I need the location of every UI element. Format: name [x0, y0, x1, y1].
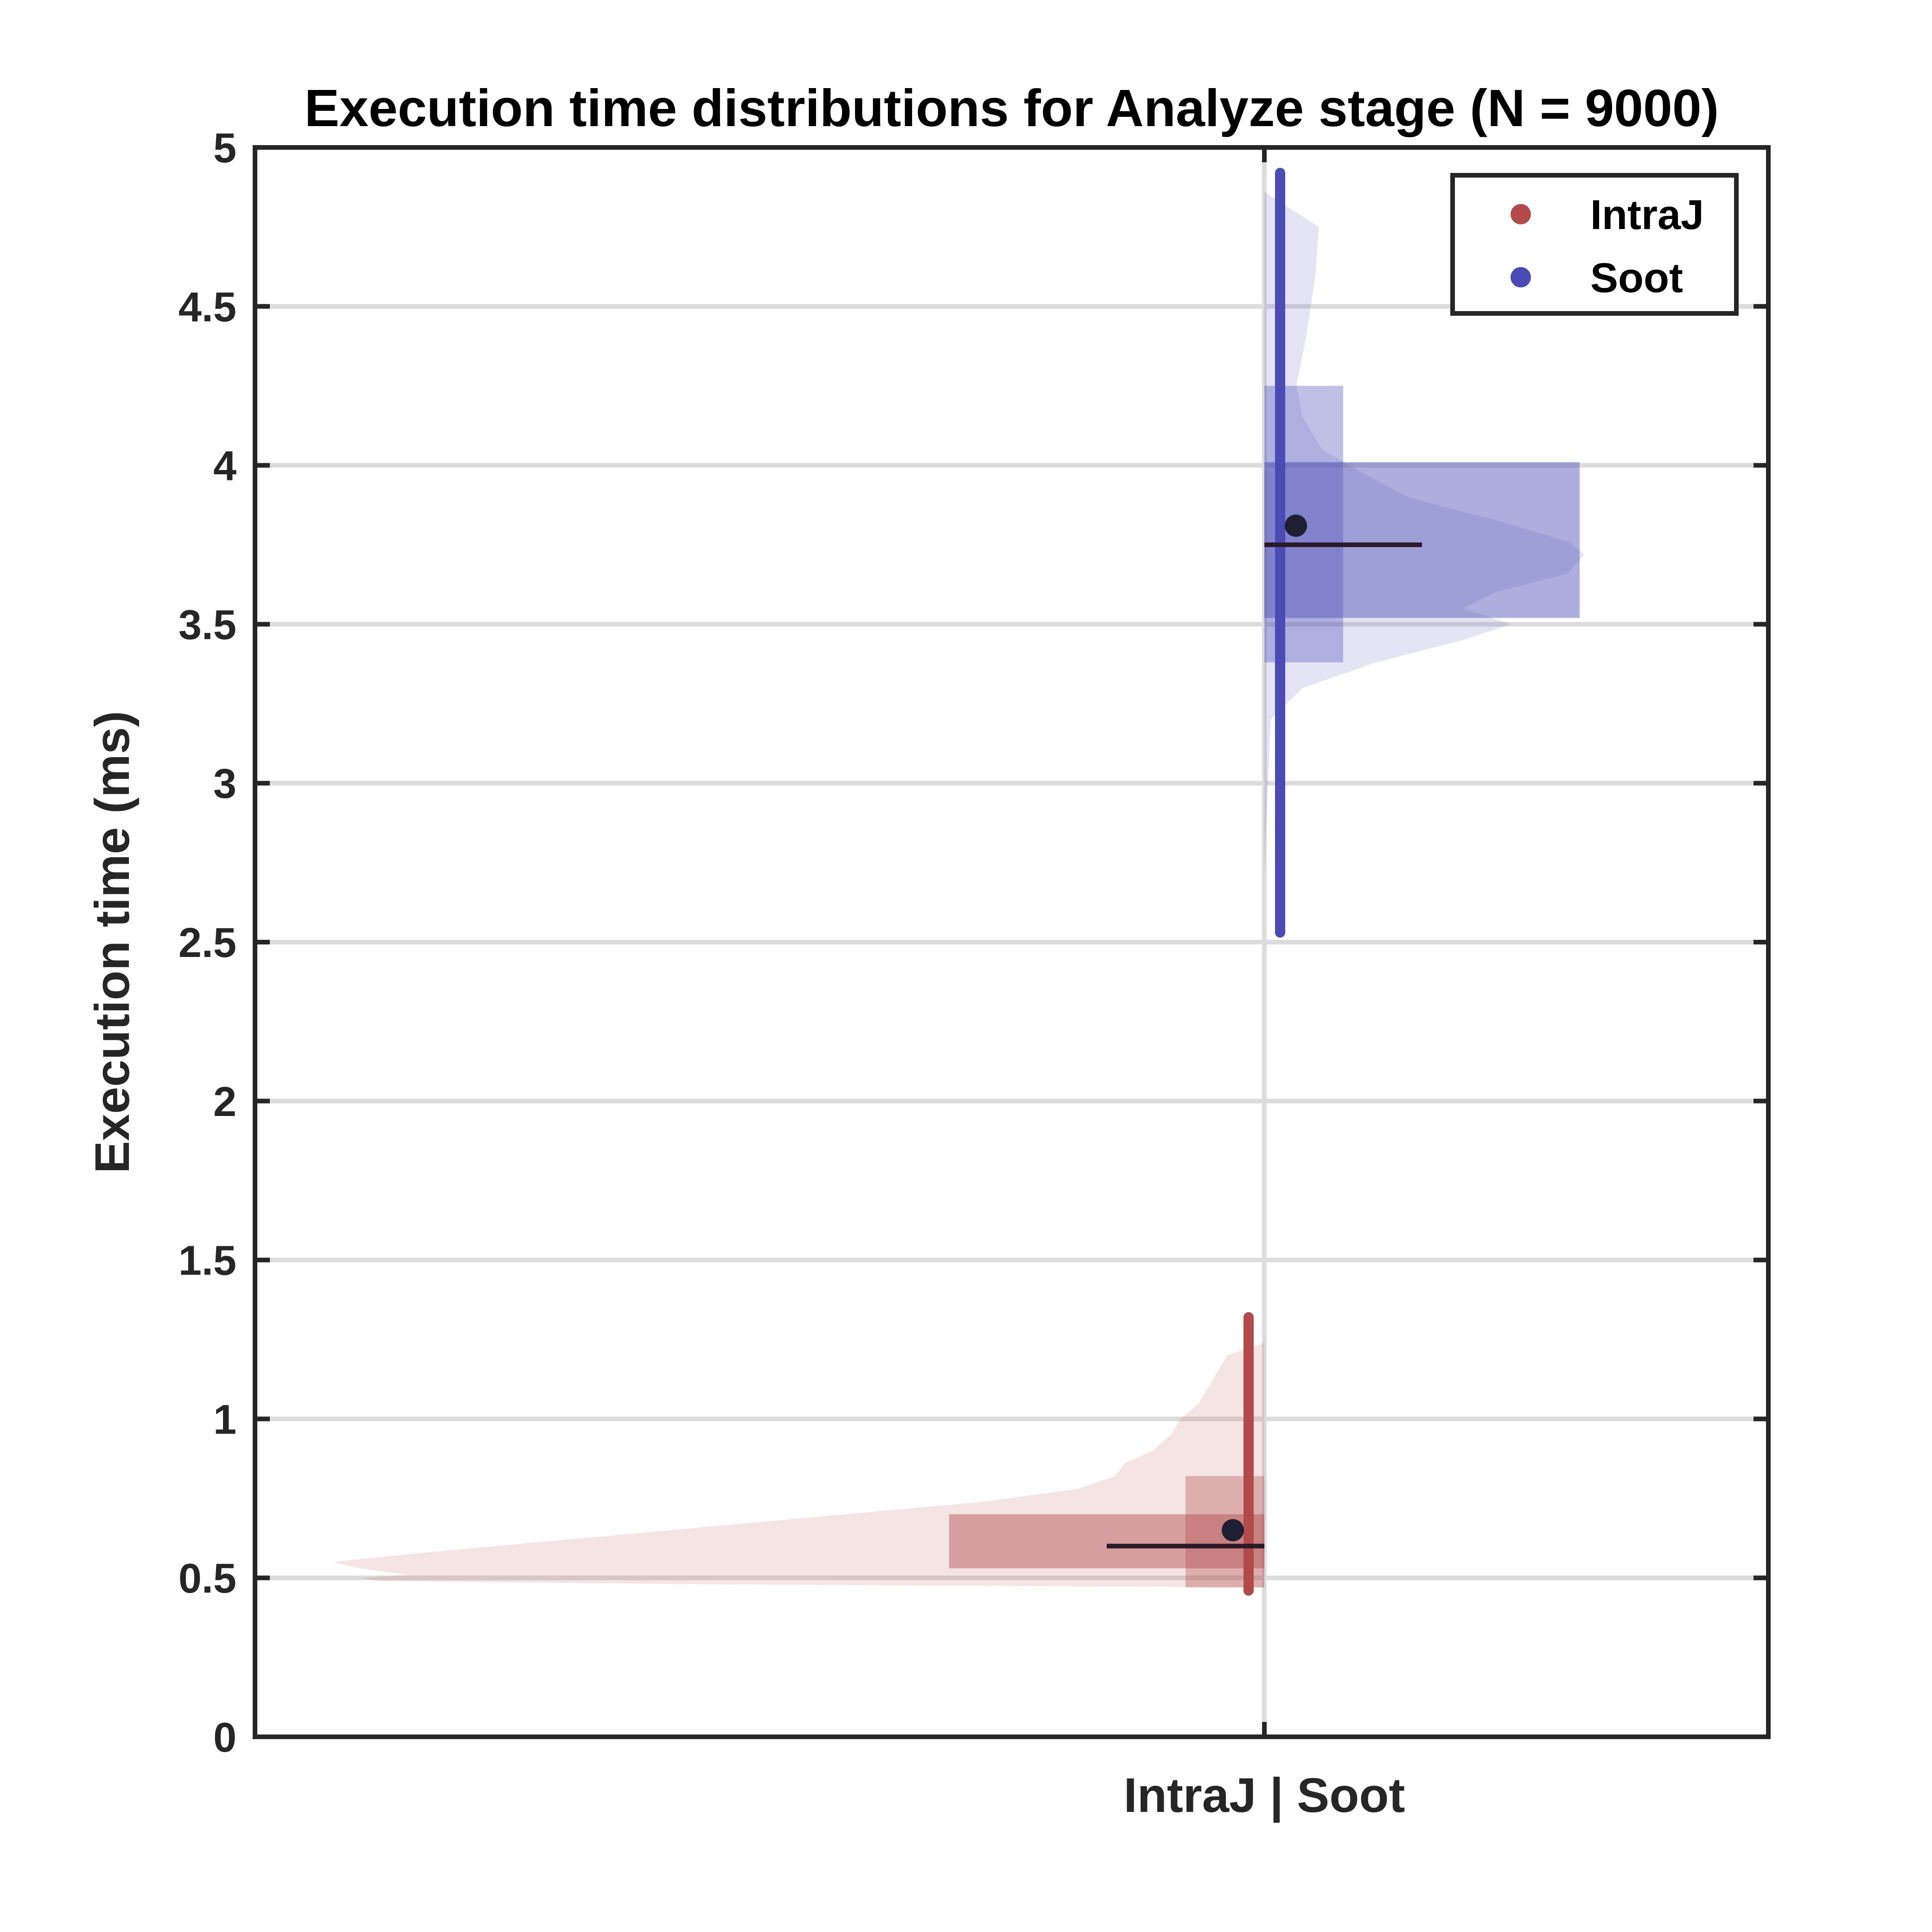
data-marks: [332, 167, 1584, 1596]
y-tick-label: 4.5: [179, 284, 236, 331]
x-axis-label: IntraJ | Soot: [1124, 1768, 1405, 1823]
y-tick-label: 1.5: [179, 1238, 236, 1284]
y-tick-label: 2: [213, 1079, 236, 1125]
legend-label-soot: Soot: [1590, 255, 1683, 301]
legend: IntraJ Soot: [1450, 173, 1739, 316]
ticks: 0 0.5 1 1.5 2 2.5 3 3.5 4 4.5 5: [179, 125, 1768, 1761]
y-tick-label: 0.5: [179, 1556, 236, 1602]
series-soot: [1264, 167, 1584, 938]
y-axis-label: Execution time (ms): [85, 711, 140, 1173]
grid: [255, 304, 1768, 1581]
legend-marker-soot: [1511, 267, 1531, 287]
density-violin: [332, 1342, 1264, 1588]
series-intraj: [332, 1312, 1264, 1596]
y-tick-label: 2.5: [179, 920, 236, 966]
y-tick-label: 3: [213, 761, 236, 807]
density-violin: [1264, 191, 1584, 873]
mean-dot: [1285, 514, 1307, 537]
y-tick-label: 4: [213, 443, 236, 490]
y-tick-label: 3.5: [179, 602, 236, 648]
y-tick-label: 0: [213, 1715, 236, 1761]
iqr-box: [1264, 462, 1580, 618]
legend-marker-intraj: [1511, 204, 1531, 224]
legend-label-intraj: IntraJ: [1590, 192, 1704, 238]
y-tick-label: 1: [213, 1396, 236, 1443]
legend-box: [1450, 173, 1739, 316]
y-tick-label: 5: [213, 125, 236, 172]
iqr-box: [949, 1514, 1264, 1569]
mean-dot: [1222, 1519, 1244, 1542]
chart-title: Execution time distributions for Analyze…: [305, 79, 1719, 137]
